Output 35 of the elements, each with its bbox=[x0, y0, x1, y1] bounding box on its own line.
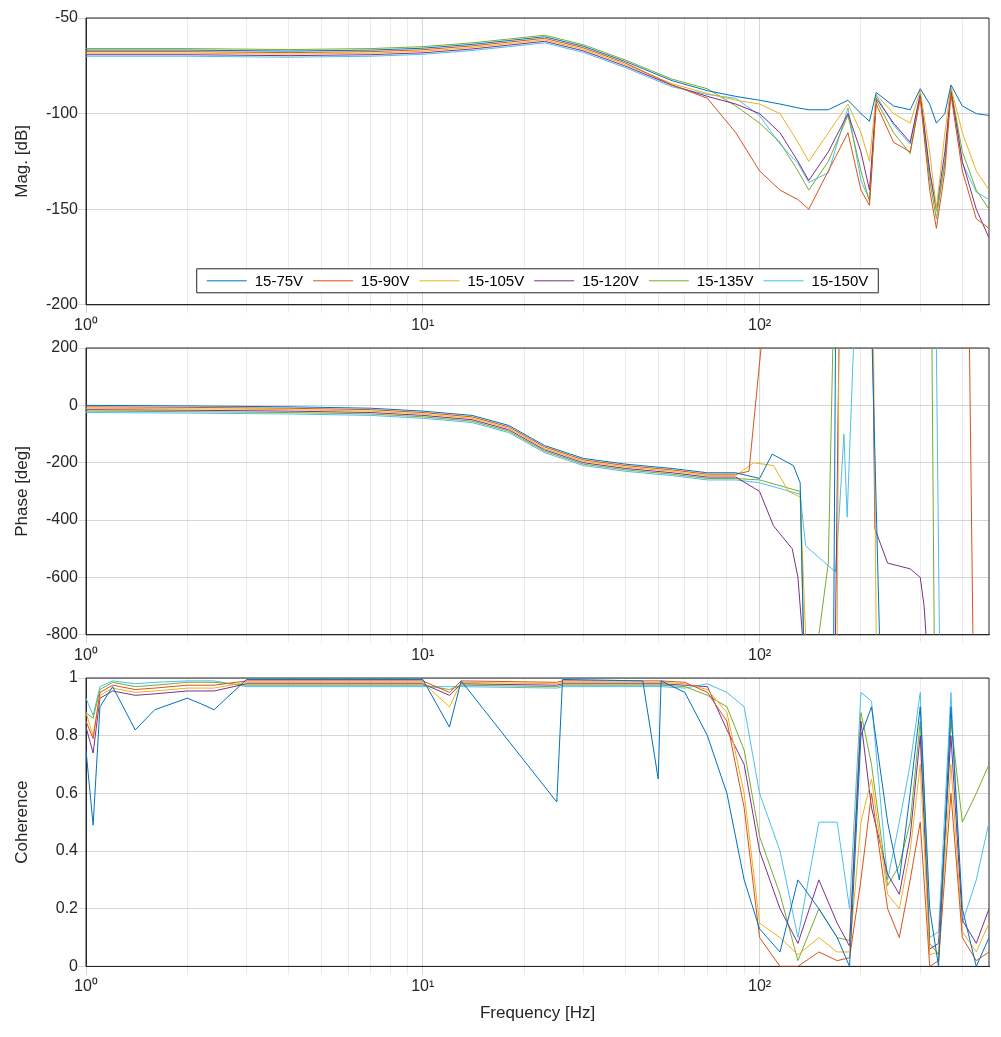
y-tick-label: -600 bbox=[45, 567, 79, 585]
legend-label: 15-135V bbox=[696, 271, 754, 289]
x-tick-label: 10⁰ bbox=[74, 977, 98, 995]
y-axis-title: Mag. [dB] bbox=[11, 125, 31, 198]
y-tick-label: 0.8 bbox=[55, 726, 79, 744]
x-tick-label: 10² bbox=[748, 315, 772, 333]
y-axis-title: Phase [deg] bbox=[11, 446, 31, 537]
y-tick-label: 0.2 bbox=[55, 899, 79, 917]
y-tick-label: 1 bbox=[69, 668, 79, 686]
legend-label: 15-105V bbox=[467, 271, 525, 289]
y-tick-label: 0 bbox=[69, 395, 79, 413]
y-tick-label: -400 bbox=[45, 510, 79, 528]
y-tick-label: -150 bbox=[45, 199, 79, 217]
y-tick-label: -100 bbox=[45, 104, 79, 122]
y-tick-label: 200 bbox=[51, 338, 79, 356]
legend-label: 15-90V bbox=[361, 271, 410, 289]
y-tick-label: 0 bbox=[69, 956, 79, 974]
x-axis-title: Frequency [Hz] bbox=[479, 1003, 596, 1023]
y-tick-label: -50 bbox=[54, 8, 79, 26]
y-tick-label: -200 bbox=[45, 295, 79, 313]
y-tick-label: 0.6 bbox=[55, 783, 79, 801]
legend-label: 15-150V bbox=[811, 271, 869, 289]
y-tick-label: -200 bbox=[45, 453, 79, 471]
y-axis-title: Coherence bbox=[11, 780, 31, 864]
legend-label: 15-75V bbox=[254, 271, 304, 289]
legend-label: 15-120V bbox=[582, 271, 639, 289]
y-tick-label: -800 bbox=[45, 625, 79, 643]
x-tick-label: 10⁰ bbox=[74, 315, 98, 333]
y-tick-label: 0.4 bbox=[55, 841, 79, 859]
x-tick-label: 10¹ bbox=[411, 315, 435, 333]
x-tick-label: 10⁰ bbox=[74, 645, 98, 663]
x-tick-label: 10¹ bbox=[411, 977, 435, 995]
x-tick-label: 10¹ bbox=[411, 645, 435, 663]
x-tick-label: 10² bbox=[748, 977, 772, 995]
x-tick-label: 10² bbox=[748, 645, 772, 663]
